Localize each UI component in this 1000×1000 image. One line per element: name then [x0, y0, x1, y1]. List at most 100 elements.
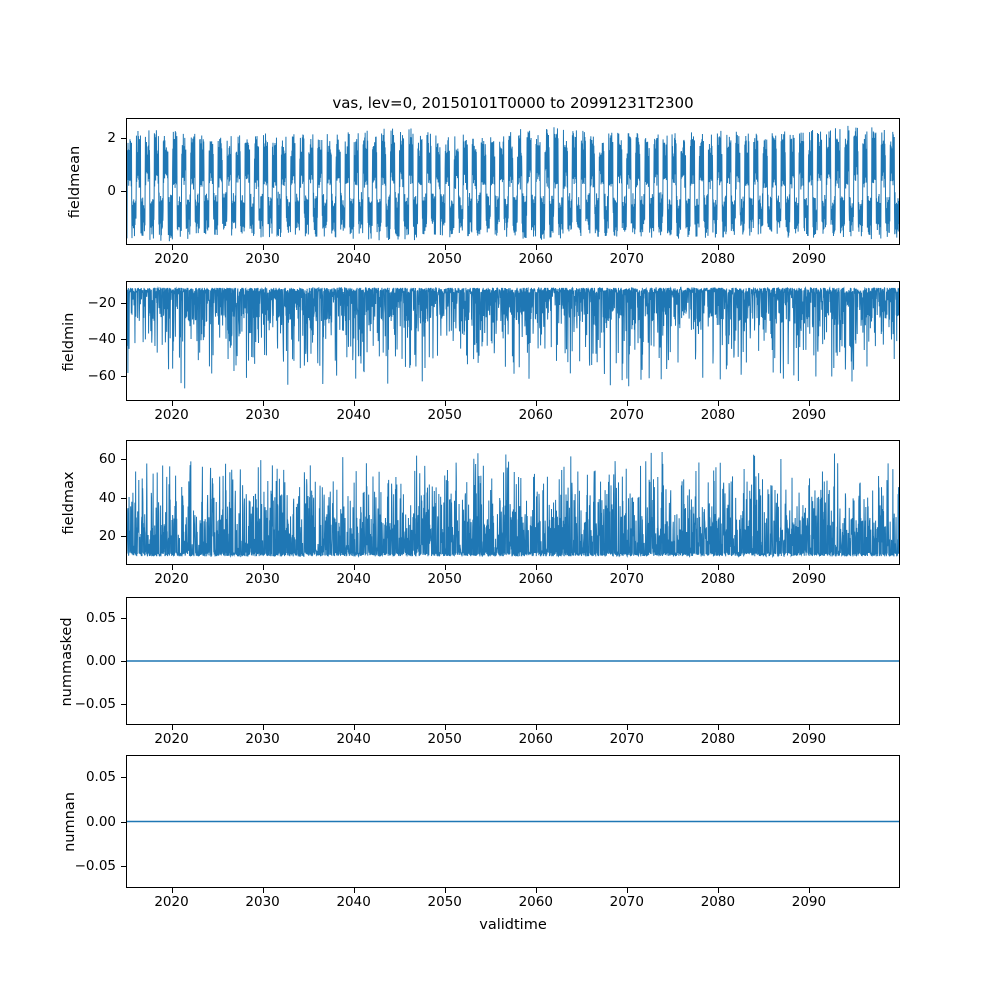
xtick-mark: [717, 401, 719, 406]
subplot-fieldmin: [126, 281, 900, 401]
xtick-mark: [626, 401, 628, 406]
xtick-mark: [535, 888, 537, 893]
xtick-mark: [444, 245, 446, 250]
ytick-mark: [121, 497, 126, 499]
plot-area-fieldmin: [127, 282, 899, 400]
ytick-mark: [121, 459, 126, 461]
plot-area-nummasked: [127, 598, 899, 724]
xtick-mark: [171, 245, 173, 250]
ytick-label: −60: [87, 367, 117, 384]
subplot-fieldmean: [126, 118, 900, 245]
xtick-label: 2080: [700, 731, 736, 747]
ytick-label: 20: [98, 528, 116, 545]
xtick-mark: [262, 888, 264, 893]
xtick-label: 2060: [518, 731, 553, 747]
data-line-fieldmax: [127, 452, 899, 556]
ytick-label: −0.05: [74, 857, 116, 874]
xtick-mark: [808, 565, 811, 570]
xtick-mark: [353, 401, 355, 406]
xtick-label: 2090: [791, 731, 827, 747]
xtick-label: 2020: [154, 251, 189, 267]
subplot-fieldmax: [126, 440, 900, 565]
xlabel-validtime: validtime: [479, 917, 547, 933]
plot-area-fieldmax: [127, 441, 899, 564]
xtick-label: 2090: [791, 894, 827, 910]
xtick-mark: [262, 245, 264, 250]
xtick-mark: [171, 565, 173, 570]
xtick-label: 2040: [336, 251, 371, 267]
xtick-label: 2060: [518, 251, 553, 267]
xtick-mark: [353, 725, 355, 730]
data-line-fieldmean: [127, 126, 899, 241]
xtick-label: 2040: [336, 407, 371, 423]
xtick-mark: [535, 565, 537, 570]
xtick-label: 2020: [154, 731, 189, 747]
xtick-label: 2090: [791, 571, 827, 587]
ytick-mark: [121, 865, 126, 867]
xtick-label: 2050: [427, 251, 462, 267]
xtick-label: 2070: [609, 731, 644, 747]
xtick-mark: [626, 245, 628, 250]
xtick-label: 2030: [245, 407, 280, 423]
xtick-label: 2030: [245, 731, 280, 747]
xtick-label: 2030: [245, 251, 280, 267]
ytick-label: −40: [87, 331, 117, 348]
subplot-nummasked: [126, 597, 900, 725]
xtick-mark: [444, 565, 446, 570]
ytick-mark: [121, 190, 126, 192]
xtick-mark: [717, 565, 719, 570]
xtick-label: 2040: [336, 894, 371, 910]
ytick-mark: [121, 777, 126, 779]
xtick-mark: [262, 565, 264, 570]
xtick-label: 2050: [427, 571, 462, 587]
ytick-mark: [121, 339, 126, 341]
xtick-label: 2020: [154, 571, 189, 587]
xtick-mark: [353, 245, 355, 250]
ytick-mark: [121, 661, 126, 663]
xtick-label: 2040: [336, 731, 371, 747]
ytick-mark: [121, 821, 126, 823]
xtick-label: 2050: [427, 407, 462, 423]
plot-area-fieldmean: [127, 119, 899, 244]
xtick-mark: [171, 401, 173, 406]
xtick-mark: [808, 245, 811, 250]
xtick-mark: [444, 725, 446, 730]
xtick-mark: [353, 888, 355, 893]
xtick-label: 2020: [154, 894, 189, 910]
figure-title: vas, lev=0, 20150101T0000 to 20991231T23…: [332, 94, 694, 112]
xtick-mark: [535, 401, 537, 406]
xtick-mark: [444, 888, 446, 893]
ytick-label: −20: [87, 294, 117, 311]
ytick-label: 2: [107, 129, 116, 146]
xtick-label: 2070: [609, 251, 644, 267]
xtick-label: 2080: [700, 251, 736, 267]
ytick-label: 0: [107, 182, 116, 199]
data-line-fieldmin: [127, 288, 899, 388]
xtick-label: 2030: [245, 894, 280, 910]
xtick-label: 2050: [427, 731, 462, 747]
xtick-label: 2080: [700, 407, 736, 423]
xtick-label: 2080: [700, 894, 736, 910]
xtick-mark: [717, 888, 719, 893]
xtick-label: 2030: [245, 571, 280, 587]
xtick-mark: [626, 888, 628, 893]
ytick-label: 0.05: [85, 610, 116, 627]
xtick-label: 2070: [609, 571, 644, 587]
xtick-mark: [535, 245, 537, 250]
xtick-label: 2090: [791, 251, 827, 267]
xtick-mark: [626, 565, 628, 570]
xtick-label: 2070: [609, 407, 644, 423]
ytick-label: −0.05: [74, 695, 116, 712]
xtick-label: 2040: [336, 571, 371, 587]
xtick-mark: [171, 888, 173, 893]
subplot-numnan: [126, 755, 900, 888]
xtick-mark: [626, 725, 628, 730]
xtick-label: 2080: [700, 571, 736, 587]
xtick-mark: [717, 725, 719, 730]
xtick-mark: [171, 725, 173, 730]
xtick-label: 2090: [791, 407, 827, 423]
xtick-mark: [535, 725, 537, 730]
ytick-label: 0.00: [85, 813, 116, 830]
ytick-mark: [121, 375, 126, 377]
